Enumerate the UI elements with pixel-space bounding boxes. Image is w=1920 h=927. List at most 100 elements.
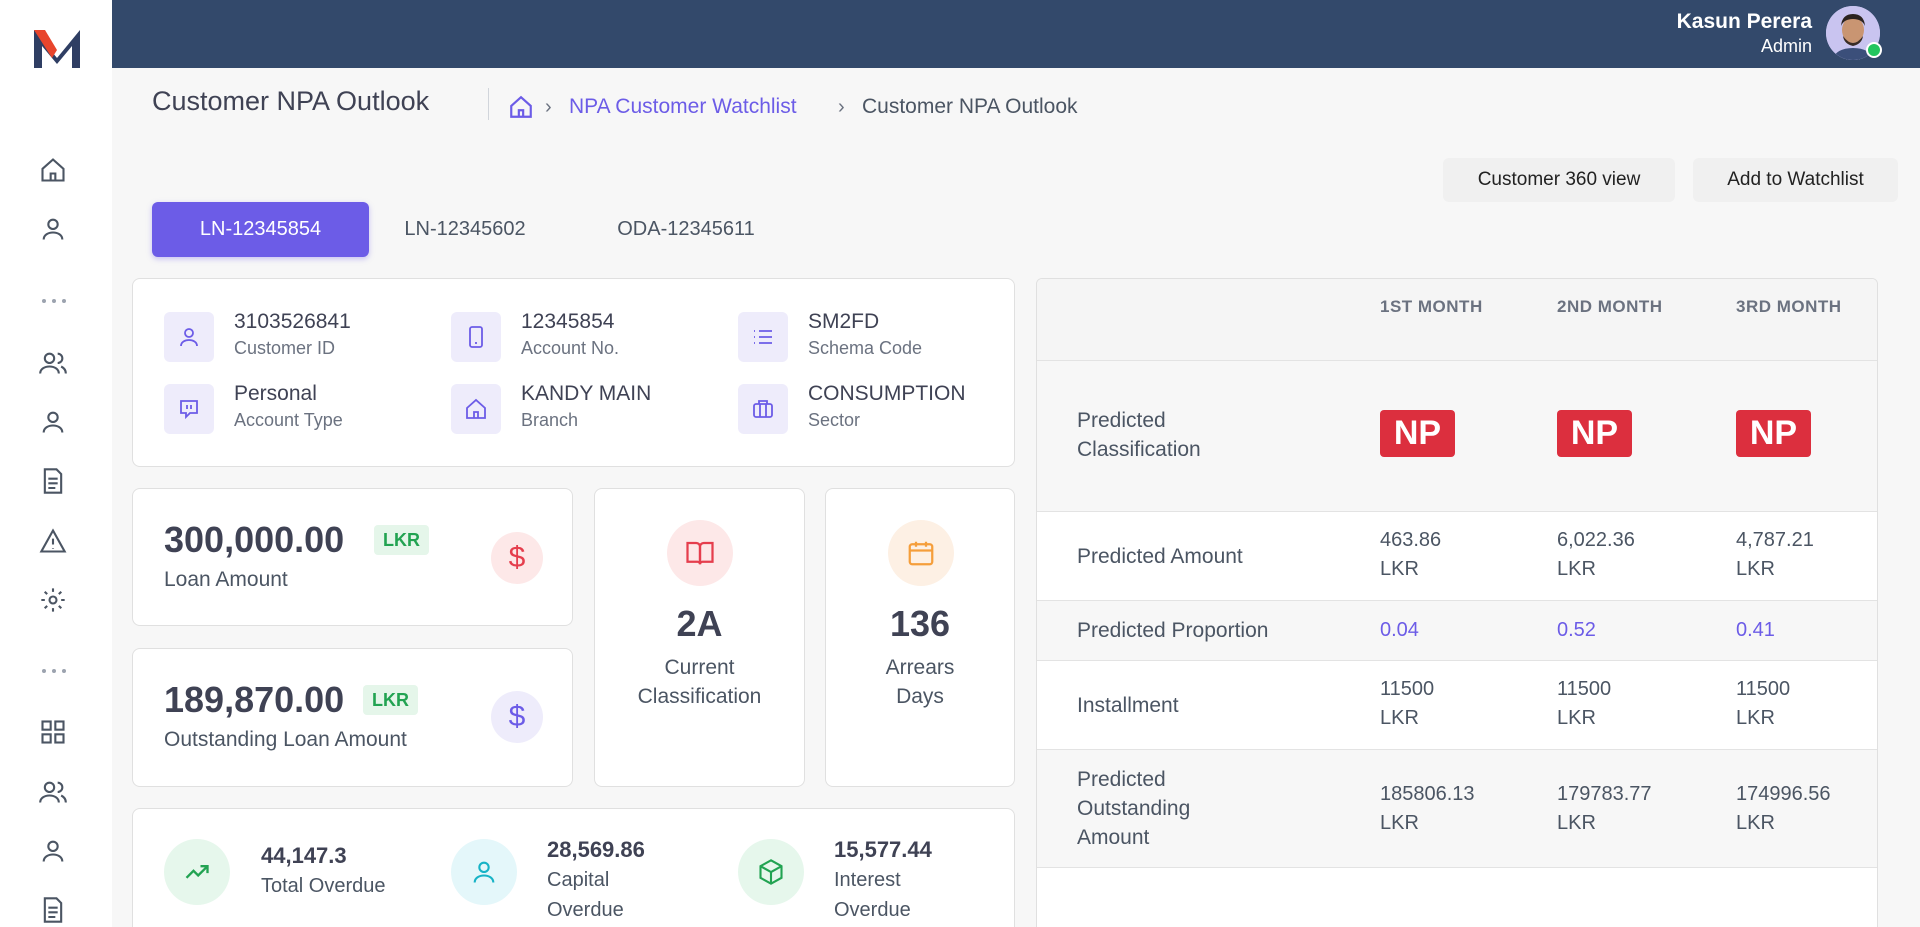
- add-to-watchlist-button[interactable]: Add to Watchlist: [1693, 158, 1898, 202]
- user-icon[interactable]: [38, 214, 68, 244]
- app-logo[interactable]: [30, 24, 84, 74]
- account-type-value: Personal: [234, 382, 317, 405]
- table-row: Predicted Classification NP NP NP: [1037, 361, 1877, 512]
- classification-card: 2A Current Classification: [594, 488, 805, 787]
- column-header-month-1: 1st Month: [1380, 297, 1483, 316]
- avatar[interactable]: [1826, 6, 1880, 60]
- account-no-label: Account No.: [521, 338, 620, 358]
- overdue-card: 44,147.3 Total Overdue 28,569.86 Capital…: [132, 808, 1015, 927]
- account-no-value: 12345854: [521, 310, 615, 333]
- np-badge: NP: [1736, 410, 1811, 457]
- loan-amount-value: 300,000.00: [164, 519, 345, 560]
- table-row: Installment 11500 LKR 11500 LKR 11500 LK…: [1037, 661, 1877, 750]
- row-label-installment: Installment: [1077, 694, 1179, 717]
- warning-icon[interactable]: [38, 526, 68, 556]
- currency-badge: LKR: [363, 685, 418, 715]
- arrears-card: 136 Arrears Days: [825, 488, 1015, 787]
- breadcrumb-current: Customer NPA Outlook: [862, 95, 1078, 118]
- sector-label: Sector: [808, 410, 861, 430]
- interest-overdue-value: 15,577.44: [834, 837, 932, 862]
- table-cell: 11500 LKR: [1557, 678, 1612, 729]
- total-overdue-value: 44,147.3: [261, 843, 347, 868]
- table-cell[interactable]: 0.52: [1557, 619, 1596, 641]
- table-header-row: 1st Month 2nd Month 3rd Month: [1037, 279, 1877, 361]
- settings-icon[interactable]: [38, 585, 68, 615]
- document-icon[interactable]: [38, 466, 68, 496]
- table-row: Predicted Amount 463.86 LKR 6,022.36 LKR…: [1037, 512, 1877, 601]
- branch-label: Branch: [521, 410, 579, 430]
- mobile-icon: [451, 312, 501, 362]
- table-row: Predicted Proportion 0.04 0.52 0.41: [1037, 601, 1877, 661]
- chevron-right-icon: ›: [545, 96, 552, 118]
- tab-account-2[interactable]: LN-12345602: [404, 218, 526, 240]
- online-status-dot: [1866, 42, 1882, 58]
- outstanding-amount-label: Outstanding Loan Amount: [164, 728, 407, 751]
- branch-value: KANDY MAIN: [521, 382, 652, 405]
- profile-icon[interactable]: [38, 407, 68, 437]
- table-cell[interactable]: 0.41: [1736, 619, 1775, 641]
- dollar-icon: $: [491, 532, 543, 584]
- arrears-label: Arrears Days: [885, 656, 955, 708]
- predictions-table: 1st Month 2nd Month 3rd Month Predicted …: [1036, 278, 1878, 927]
- top-header: Kasun Perera Admin: [112, 0, 1920, 68]
- row-label-amount: Predicted Amount: [1077, 545, 1243, 568]
- team-icon[interactable]: [38, 777, 68, 807]
- capital-overdue-label: Capital Overdue: [547, 869, 624, 921]
- capital-overdue-value: 28,569.86: [547, 837, 645, 862]
- schema-code-value: SM2FD: [808, 310, 880, 333]
- user-icon: [451, 839, 517, 905]
- tab-account-3[interactable]: ODA-12345611: [617, 218, 755, 240]
- np-badge: NP: [1557, 410, 1632, 457]
- row-label-outstanding: Predicted Outstanding Amount: [1077, 768, 1191, 849]
- table-cell: 11500 LKR: [1736, 678, 1791, 729]
- report-icon[interactable]: [38, 895, 68, 925]
- dollar-icon: $: [491, 691, 543, 743]
- customer-360-button[interactable]: Customer 360 view: [1443, 158, 1675, 202]
- box-icon: [738, 839, 804, 905]
- table-row: Predicted Outstanding Amount 185806.13 L…: [1037, 750, 1877, 868]
- table-cell: 185806.13 LKR: [1380, 783, 1475, 834]
- row-label-proportion: Predicted Proportion: [1077, 619, 1269, 642]
- column-header-month-2: 2nd Month: [1557, 297, 1663, 316]
- sector-value: CONSUMPTION: [808, 382, 966, 405]
- page-title: Customer NPA Outlook: [152, 86, 430, 116]
- customer-id-value: 3103526841: [234, 310, 351, 333]
- table-cell[interactable]: 0.04: [1380, 619, 1419, 641]
- book-icon: [667, 520, 733, 586]
- column-header-month-3: 3rd Month: [1736, 297, 1842, 316]
- user-icon: [164, 312, 214, 362]
- table-cell: 11500 LKR: [1380, 678, 1435, 729]
- total-overdue-label: Total Overdue: [261, 875, 386, 897]
- briefcase-icon: [738, 384, 788, 434]
- nav-separator-dots: [42, 666, 66, 676]
- tab-account-1[interactable]: LN-12345854: [152, 202, 369, 257]
- sidebar: [0, 0, 112, 927]
- arrears-value: 136: [889, 603, 951, 644]
- account-info-card: 3103526841 Customer ID 12345854 Account …: [132, 278, 1015, 467]
- table-cell: 463.86 LKR: [1380, 529, 1442, 580]
- users-icon[interactable]: [38, 348, 68, 378]
- loan-amount-card: 300,000.00 LKR Loan Amount $: [132, 488, 573, 626]
- schema-code-label: Schema Code: [808, 338, 923, 358]
- breadcrumb-watchlist-link[interactable]: NPA Customer Watchlist: [569, 95, 797, 118]
- breadcrumb-divider: [488, 88, 489, 120]
- outstanding-amount-value: 189,870.00: [164, 679, 345, 720]
- currency-badge: LKR: [374, 525, 429, 555]
- outstanding-loan-card: 189,870.00 LKR Outstanding Loan Amount $: [132, 648, 573, 787]
- account-icon[interactable]: [38, 836, 68, 866]
- nav-separator-dots: [42, 296, 66, 306]
- customer-id-label: Customer ID: [234, 338, 336, 358]
- table-cell: 4,787.21 LKR: [1736, 529, 1814, 580]
- np-badge: NP: [1380, 410, 1455, 457]
- loan-amount-label: Loan Amount: [164, 568, 288, 591]
- table-cell: 174996.56 LKR: [1736, 783, 1831, 834]
- trending-up-icon: [164, 839, 230, 905]
- dashboard-icon[interactable]: [38, 717, 68, 747]
- interest-overdue-label: Interest Overdue: [834, 869, 911, 921]
- home-icon[interactable]: [38, 155, 68, 185]
- user-role: Admin: [1760, 36, 1812, 56]
- table-cell: 179783.77 LKR: [1557, 783, 1652, 834]
- list-icon: [738, 312, 788, 362]
- table-cell: 6,022.36 LKR: [1557, 529, 1635, 580]
- breadcrumb-home-icon[interactable]: [508, 94, 534, 120]
